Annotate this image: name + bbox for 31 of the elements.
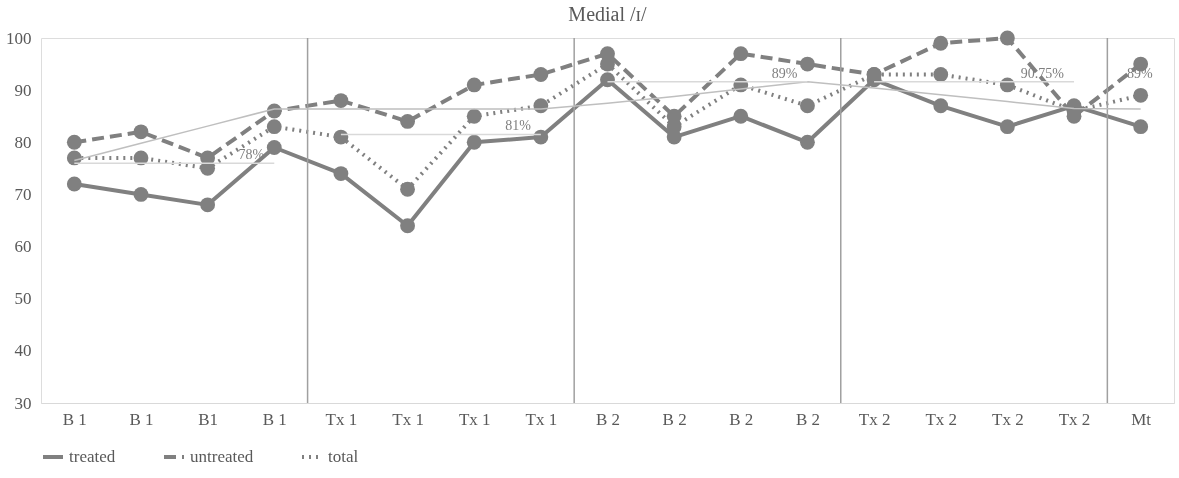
- annotation: 81%: [505, 118, 532, 134]
- chart-title: Medial /ɪ/: [568, 3, 648, 25]
- y-tick-label: 70: [14, 184, 32, 204]
- y-tick-label: 30: [14, 393, 32, 413]
- x-tick-label: B 2: [729, 409, 754, 429]
- y-tick-label: 90: [14, 80, 32, 100]
- x-tick-label: B 2: [595, 409, 621, 429]
- x-tick-label: B 2: [662, 409, 687, 429]
- legend-label: untreated: [190, 447, 254, 466]
- x-tick-label: Tx 2: [858, 409, 891, 429]
- annotation: 89%: [771, 65, 798, 81]
- x-tick-label: B 2: [795, 409, 820, 429]
- y-tick-label: 80: [14, 132, 32, 152]
- legend-label: treated: [69, 447, 116, 466]
- x-tick-label: Tx 1: [325, 409, 358, 429]
- x-tick-label: B 1: [262, 409, 287, 429]
- x-tick-label: Tx 1: [392, 409, 424, 429]
- x-tick-label: B 1: [62, 409, 87, 429]
- legend-label: total: [328, 447, 359, 466]
- x-tick-label: Mt: [1131, 409, 1152, 429]
- y-tick-label: 100: [6, 28, 32, 48]
- x-tick-label: Tx 1: [525, 409, 558, 429]
- y-tick-label: 50: [14, 289, 32, 309]
- y-tick-label: 40: [14, 341, 32, 361]
- x-tick-label: Tx 2: [992, 409, 1024, 429]
- x-tick-label: Tx 2: [1058, 409, 1091, 429]
- y-tick-label: 60: [14, 237, 32, 257]
- x-tick-label: Tx 1: [458, 409, 491, 429]
- x-tick-label: B1: [198, 409, 219, 429]
- x-tick-label: Tx 2: [925, 409, 958, 429]
- x-tick-label: B 1: [129, 409, 154, 429]
